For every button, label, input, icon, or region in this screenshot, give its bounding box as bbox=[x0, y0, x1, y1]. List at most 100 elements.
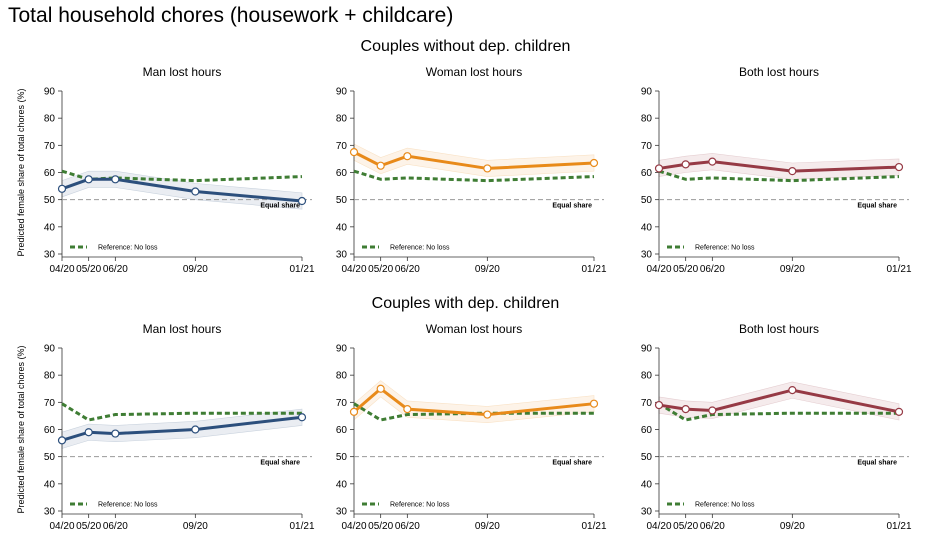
panel-title: Man lost hours bbox=[143, 322, 222, 336]
confidence-band bbox=[353, 143, 595, 177]
data-point bbox=[681, 160, 690, 169]
legend-label: Reference: No loss bbox=[98, 502, 158, 509]
data-point bbox=[191, 425, 200, 434]
x-tick-label: 06/20 bbox=[103, 521, 128, 532]
panel-1: Man lost hours 30 40 50 60 70 80 90 04/20 05/20 06… bbox=[16, 65, 315, 275]
section-title-without-children: Couples without dep. children bbox=[360, 38, 571, 55]
data-point bbox=[376, 161, 385, 170]
equal-share-label: Equal share bbox=[260, 203, 300, 210]
legend-label: Reference: No loss bbox=[390, 245, 450, 252]
panel-title: Both lost hours bbox=[739, 65, 819, 79]
x-tick-label: 05/20 bbox=[368, 264, 393, 275]
x-tick-label: 04/20 bbox=[341, 264, 366, 275]
y-tick-label: 60 bbox=[336, 168, 348, 179]
y-tick-label: 30 bbox=[44, 250, 56, 261]
legend-label: Reference: No loss bbox=[695, 245, 755, 252]
y-tick-label: 40 bbox=[336, 222, 348, 233]
x-tick-label: 06/20 bbox=[395, 264, 420, 275]
data-point bbox=[111, 175, 120, 184]
x-tick-label: 01/21 bbox=[581, 264, 606, 275]
y-tick-label: 60 bbox=[641, 168, 653, 179]
x-tick-label: 04/20 bbox=[49, 521, 74, 532]
data-point bbox=[483, 164, 492, 173]
y-tick-label: 70 bbox=[336, 141, 348, 152]
x-tick-label: 05/20 bbox=[673, 521, 698, 532]
x-tick-label: 09/20 bbox=[475, 264, 500, 275]
y-tick-label: 80 bbox=[641, 114, 653, 125]
y-tick-label: 70 bbox=[44, 141, 56, 152]
y-axis-label: Predicted female share of total chores (… bbox=[16, 88, 26, 256]
y-tick-label: 80 bbox=[44, 114, 56, 125]
confidence-band bbox=[658, 381, 900, 421]
data-point bbox=[708, 157, 717, 166]
x-tick-label: 01/21 bbox=[289, 521, 314, 532]
y-tick-label: 60 bbox=[641, 425, 653, 436]
data-point bbox=[403, 152, 412, 161]
y-tick-label: 90 bbox=[44, 344, 56, 355]
data-point bbox=[111, 429, 120, 438]
confidence-band bbox=[353, 380, 595, 424]
y-axis-label: Predicted female share of total chores (… bbox=[16, 345, 26, 513]
legend-label: Reference: No loss bbox=[98, 245, 158, 252]
panel-4: Man lost hours 30 40 50 60 70 80 90 04/20 05/20 06… bbox=[16, 322, 315, 532]
data-point bbox=[403, 405, 412, 414]
data-point bbox=[894, 162, 904, 172]
y-tick-label: 40 bbox=[44, 222, 56, 233]
y-tick-label: 30 bbox=[336, 507, 348, 518]
x-tick-label: 09/20 bbox=[780, 264, 805, 275]
y-tick-label: 50 bbox=[336, 195, 348, 206]
equal-share-label: Equal share bbox=[857, 460, 897, 467]
data-point bbox=[84, 428, 93, 437]
y-tick-label: 80 bbox=[336, 371, 348, 382]
data-point bbox=[349, 148, 359, 157]
y-tick-label: 50 bbox=[44, 452, 56, 463]
y-tick-label: 80 bbox=[641, 371, 653, 382]
y-tick-label: 50 bbox=[641, 452, 653, 463]
reference-line bbox=[61, 169, 303, 183]
reference-line bbox=[353, 402, 594, 422]
x-tick-label: 06/20 bbox=[103, 264, 128, 275]
y-tick-label: 70 bbox=[641, 398, 653, 409]
y-tick-label: 90 bbox=[44, 87, 56, 98]
data-point bbox=[589, 399, 599, 408]
y-tick-label: 50 bbox=[641, 195, 653, 206]
data-point bbox=[84, 175, 93, 184]
data-point bbox=[297, 413, 307, 422]
y-tick-label: 40 bbox=[44, 479, 56, 490]
data-point bbox=[57, 184, 67, 193]
data-point bbox=[349, 407, 359, 416]
data-point bbox=[894, 407, 904, 416]
y-tick-label: 90 bbox=[641, 344, 653, 355]
panel-title: Woman lost hours bbox=[426, 65, 523, 79]
equal-share-label: Equal share bbox=[260, 460, 300, 467]
equal-share-label: Equal share bbox=[552, 203, 592, 210]
y-tick-label: 70 bbox=[641, 141, 653, 152]
y-tick-label: 60 bbox=[44, 168, 56, 179]
equal-share-label: Equal share bbox=[552, 460, 592, 467]
y-tick-label: 30 bbox=[641, 507, 653, 518]
x-tick-label: 04/20 bbox=[49, 264, 74, 275]
data-point bbox=[589, 158, 599, 168]
y-tick-label: 80 bbox=[44, 371, 56, 382]
x-tick-label: 05/20 bbox=[76, 521, 101, 532]
y-tick-label: 90 bbox=[336, 87, 348, 98]
x-tick-label: 01/21 bbox=[886, 264, 911, 275]
data-point bbox=[654, 400, 664, 410]
y-tick-label: 40 bbox=[641, 479, 653, 490]
x-tick-label: 05/20 bbox=[76, 264, 101, 275]
y-tick-label: 40 bbox=[641, 222, 653, 233]
y-tick-label: 70 bbox=[44, 398, 56, 409]
x-tick-label: 01/21 bbox=[886, 521, 911, 532]
x-tick-label: 09/20 bbox=[183, 264, 208, 275]
x-tick-label: 01/21 bbox=[581, 521, 606, 532]
panel-title: Woman lost hours bbox=[426, 322, 523, 336]
x-tick-label: 09/20 bbox=[475, 521, 500, 532]
x-tick-label: 04/20 bbox=[341, 521, 366, 532]
x-tick-label: 06/20 bbox=[700, 264, 725, 275]
data-point bbox=[708, 406, 717, 415]
data-point bbox=[654, 164, 664, 173]
y-tick-label: 70 bbox=[336, 398, 348, 409]
x-tick-label: 05/20 bbox=[673, 264, 698, 275]
data-point bbox=[191, 187, 200, 196]
